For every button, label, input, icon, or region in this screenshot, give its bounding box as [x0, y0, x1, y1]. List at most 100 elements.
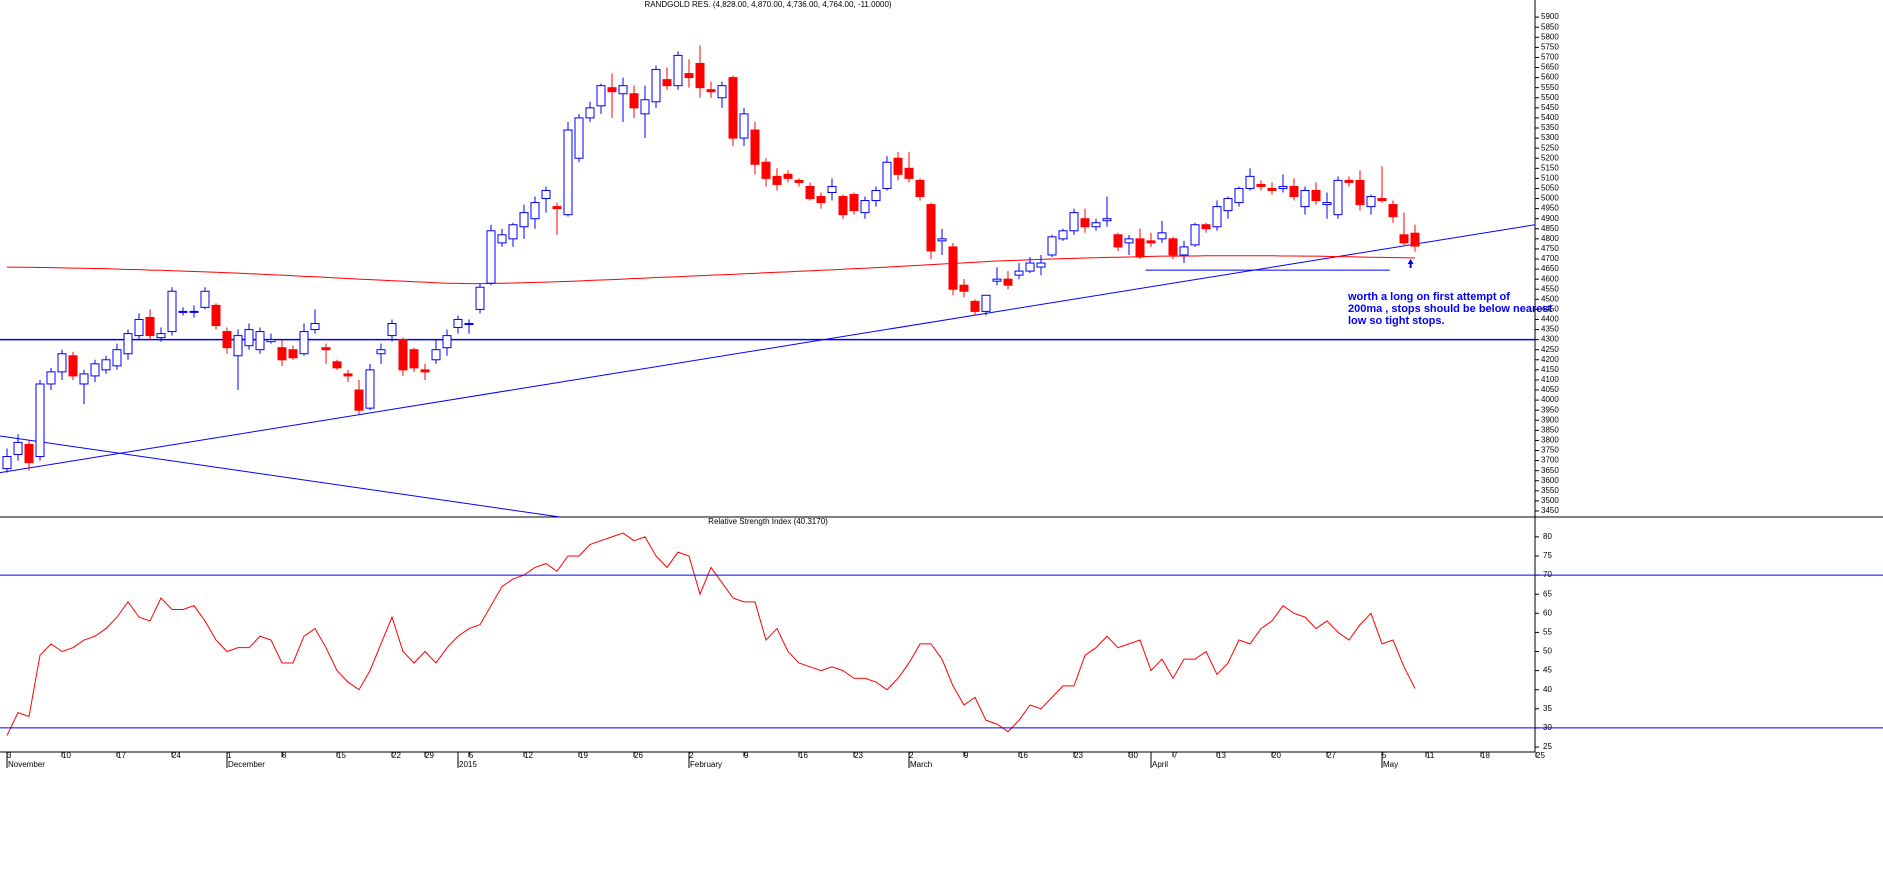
x-tick-label: 26 [634, 751, 643, 760]
y-tick-label: 35 [1543, 704, 1552, 713]
candle-body [310, 323, 320, 331]
candle-body [1190, 224, 1200, 246]
candle-body [871, 189, 881, 202]
x-tick-label: 16 [799, 751, 808, 760]
y-tick-label: 50 [1543, 647, 1552, 656]
candle-body [486, 230, 496, 284]
candle-body [1223, 198, 1233, 212]
y-tick-label: 25 [1543, 742, 1552, 751]
y-tick-label: 5200 [1541, 153, 1559, 162]
x-tick-label: 25 [1536, 751, 1545, 760]
plot-area [0, 45, 1535, 736]
candle-body [1366, 196, 1376, 208]
candle-body [343, 373, 353, 377]
y-tick-label: 4250 [1541, 345, 1559, 354]
y-tick-label: 5450 [1541, 103, 1559, 112]
annotation: 200ma , stops should be below nearest [1348, 303, 1553, 315]
candle-body [464, 323, 474, 326]
month-label: March [910, 760, 932, 769]
candle-body [530, 202, 540, 220]
rsi-line [6, 532, 1416, 736]
y-tick-label: 5100 [1541, 173, 1559, 182]
candle-body [1168, 238, 1178, 256]
candle-body [882, 161, 892, 189]
y-tick-label: 5700 [1541, 53, 1559, 62]
x-tick-label: 7 [1173, 751, 1178, 760]
candle-body [1311, 189, 1321, 202]
moving-average [6, 255, 1416, 285]
x-tick-label: 16 [1019, 751, 1028, 760]
candle-body [1410, 232, 1420, 247]
candle-body [398, 339, 408, 371]
candle-body [123, 333, 133, 355]
y-tick-label: 4900 [1541, 214, 1559, 223]
candle-body [519, 212, 529, 228]
candle-body [1157, 232, 1167, 240]
annotation: low so tight stops. [1348, 315, 1445, 327]
month-label: 2015 [459, 760, 477, 769]
candle-body [200, 290, 210, 308]
candle-body [57, 353, 67, 373]
candle-body [717, 85, 727, 99]
candle-body [926, 204, 936, 252]
y-tick-label: 3700 [1541, 456, 1559, 465]
candle-body [695, 62, 705, 89]
candle-body [1245, 175, 1255, 189]
y-tick-label: 4500 [1541, 294, 1559, 303]
x-tick-label: 5 [469, 751, 474, 760]
candle-body [101, 359, 111, 371]
candle-body [563, 129, 573, 216]
candle-body [1212, 206, 1222, 228]
rsi-title: Relative Strength Index (40.3170) [708, 517, 828, 526]
candle-body [728, 77, 738, 139]
x-tick-label: 19 [579, 751, 588, 760]
x-tick-label: 10 [62, 751, 71, 760]
y-tick-label: 45 [1543, 666, 1552, 675]
candle-body [629, 93, 639, 109]
y-tick-label: 3800 [1541, 436, 1559, 445]
candle-body [1344, 179, 1354, 183]
candle-body [1025, 262, 1035, 272]
candle-body [706, 89, 716, 93]
candle-body [497, 234, 507, 244]
x-axis-labels: 3 10 17 24 1 8 15 22 29 5 12 19 26 2 9 16 23 2 9 16 23 30 7 13 2… [6, 751, 1545, 769]
month-label: December [228, 760, 265, 769]
y-tick-label: 4950 [1541, 204, 1559, 213]
candle-body [1003, 278, 1013, 286]
x-tick-label: 9 [964, 751, 969, 760]
y-tick-label: 5900 [1541, 12, 1559, 21]
candle-body [189, 310, 199, 313]
candle-body [332, 361, 342, 369]
candle-body [475, 286, 485, 310]
candle-body [915, 179, 925, 198]
candle-body [618, 85, 628, 95]
candle-body [156, 333, 166, 339]
y-tick-label: 5350 [1541, 123, 1559, 132]
y-tick-label: 5300 [1541, 133, 1559, 142]
candle-body [1047, 236, 1057, 256]
candle-body [79, 373, 89, 385]
y-tick-label: 4000 [1541, 395, 1559, 404]
x-tick-label: 27 [1327, 751, 1336, 760]
candle-body [442, 335, 452, 349]
candle-body [266, 339, 276, 343]
candle-body [35, 383, 45, 458]
y-tick-label: 55 [1543, 628, 1552, 637]
candle-body [794, 179, 804, 183]
candle-body [112, 349, 122, 367]
month-label: May [1383, 760, 1398, 769]
candle-body [1388, 204, 1398, 218]
trendline [0, 435, 561, 518]
y-tick-label: 3950 [1541, 405, 1559, 414]
candle-body [244, 329, 254, 347]
x-tick-label: 12 [524, 751, 533, 760]
candle-body [222, 331, 232, 349]
y-tick-label: 3750 [1541, 446, 1559, 455]
candle-body [640, 99, 650, 115]
y-tick-label: 5750 [1541, 42, 1559, 51]
candle-body [541, 189, 551, 200]
candle-body [673, 54, 683, 87]
y-tick-label: 40 [1543, 685, 1552, 694]
y-tick-label: 4550 [1541, 284, 1559, 293]
